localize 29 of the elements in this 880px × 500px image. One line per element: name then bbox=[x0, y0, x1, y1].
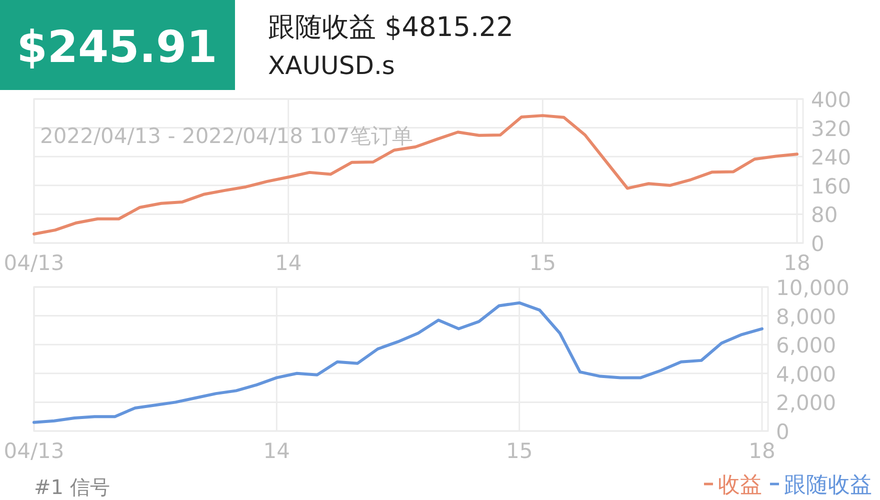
text: #1 信号 bbox=[34, 475, 110, 499]
line-series bbox=[32, 114, 798, 236]
y-tick-label: 6,000 bbox=[776, 334, 836, 358]
legend-label: 跟随收益 bbox=[784, 473, 872, 498]
text: $245.91 bbox=[16, 22, 218, 73]
y-tick-label: 10,000 bbox=[776, 276, 850, 300]
y-tick-label: 80 bbox=[811, 203, 838, 228]
x-tick-label: 18 bbox=[784, 251, 810, 275]
chart-subtitle: XAUUSD.s bbox=[268, 51, 395, 80]
y-tick-label: 160 bbox=[811, 174, 852, 198]
x-tick-label: 04/13 bbox=[4, 439, 64, 463]
y-tick-label: 4,000 bbox=[776, 362, 836, 386]
x-tick-label: 04/13 bbox=[4, 251, 64, 275]
y-tick-label: 8,000 bbox=[776, 304, 836, 329]
line-series bbox=[32, 301, 764, 424]
chart-title: 跟随收益 $4815.22 bbox=[268, 12, 514, 43]
y-tick-label: 0 bbox=[776, 420, 790, 444]
x-tick-label: 14 bbox=[274, 251, 302, 275]
y-tick-label: 240 bbox=[811, 146, 852, 170]
annotation: 2022/04/13 - 2022/04/18 107笔订单 bbox=[40, 124, 413, 148]
x-tick-label: 15 bbox=[506, 439, 533, 463]
y-tick-label: 400 bbox=[811, 88, 852, 112]
x-tick-label: 14 bbox=[263, 439, 290, 463]
legend-label: 收益 bbox=[718, 473, 762, 498]
y-tick-label: 2,000 bbox=[776, 391, 836, 416]
y-tick-label: 320 bbox=[811, 116, 852, 141]
x-tick-label: 15 bbox=[529, 251, 556, 275]
x-tick-label: 18 bbox=[748, 439, 776, 463]
y-tick-label: 0 bbox=[811, 232, 824, 256]
